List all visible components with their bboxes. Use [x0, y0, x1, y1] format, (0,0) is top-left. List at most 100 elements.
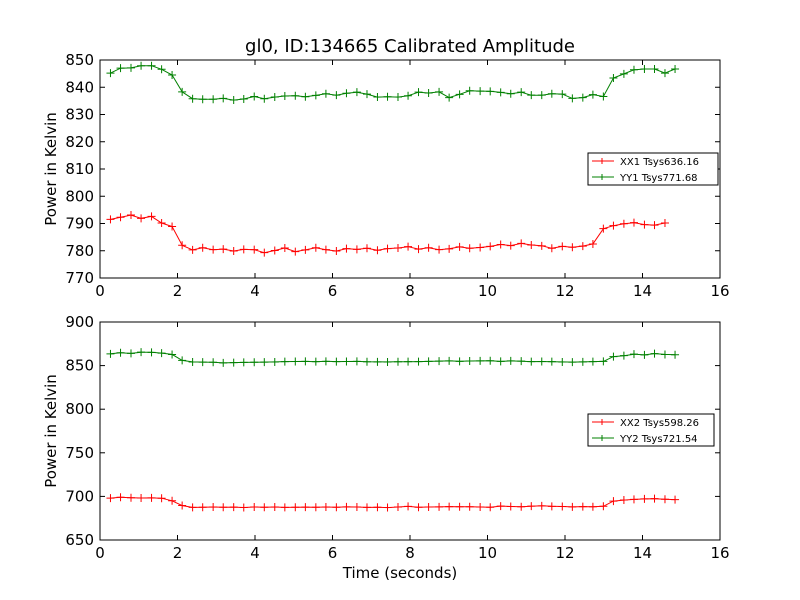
data-point [301, 503, 310, 512]
data-point [547, 357, 556, 366]
data-point [342, 244, 351, 253]
x-tick-label: 8 [405, 544, 415, 562]
data-point [414, 357, 423, 366]
data-point [188, 357, 197, 366]
data-point [157, 349, 166, 358]
data-point [629, 495, 638, 504]
data-point [445, 356, 454, 365]
data-point [106, 349, 115, 358]
x-tick-label: 2 [173, 282, 183, 300]
data-point [393, 93, 402, 102]
data-point [435, 357, 444, 366]
data-point [640, 64, 649, 73]
legend-label: YY2 Tsys721.54 [619, 434, 698, 445]
x-tick-label: 16 [710, 282, 729, 300]
data-point [558, 357, 567, 366]
data-point [209, 502, 218, 511]
data-point [660, 350, 669, 359]
data-point [332, 247, 341, 256]
data-point [229, 96, 238, 105]
data-point [291, 503, 300, 512]
data-point [291, 357, 300, 366]
data-point [291, 247, 300, 256]
data-point [424, 88, 433, 97]
data-point [414, 88, 423, 97]
data-point [373, 503, 382, 512]
data-point [588, 239, 597, 248]
data-point [496, 240, 505, 249]
data-point [178, 241, 187, 250]
data-point [404, 91, 413, 100]
data-point [558, 242, 567, 251]
data-point [198, 243, 207, 252]
data-point [629, 218, 638, 227]
data-point [260, 503, 269, 512]
data-point [547, 502, 556, 511]
data-point [168, 350, 177, 359]
data-point [373, 357, 382, 366]
data-point [168, 70, 177, 79]
data-point [455, 357, 464, 366]
data-point [455, 90, 464, 99]
data-point [393, 244, 402, 253]
data-point [404, 357, 413, 366]
data-point [527, 241, 536, 250]
y-tick-label: 790 [65, 215, 94, 233]
data-point [383, 244, 392, 253]
legend-marker [599, 174, 605, 180]
y-tick-label: 900 [65, 313, 94, 331]
data-point [147, 212, 156, 221]
data-point [517, 502, 526, 511]
data-point [486, 503, 495, 512]
data-point [629, 350, 638, 359]
data-point [547, 89, 556, 98]
data-point [599, 357, 608, 366]
data-point [640, 350, 649, 359]
x-tick-label: 6 [328, 544, 338, 562]
x-tick-label: 16 [710, 544, 729, 562]
series-xx1 [106, 211, 669, 257]
data-point [280, 244, 289, 253]
data-point [362, 503, 371, 512]
data-point [383, 503, 392, 512]
data-point [116, 348, 125, 357]
legend-label: YY1 Tsys771.68 [619, 173, 698, 184]
data-point [383, 357, 392, 366]
data-point [476, 356, 485, 365]
data-point [178, 87, 187, 96]
data-point [352, 502, 361, 511]
data-point [465, 356, 474, 365]
data-point [321, 503, 330, 512]
data-point [239, 94, 248, 103]
data-point [619, 69, 628, 78]
data-point [239, 503, 248, 512]
data-point [445, 502, 454, 511]
legend: XX2 Tsys598.26 YY2 Tsys721.54 [587, 413, 715, 447]
data-point [578, 242, 587, 251]
data-point [219, 245, 228, 254]
data-point [188, 503, 197, 512]
data-point [280, 91, 289, 100]
y-tick-label: 700 [65, 487, 94, 505]
y-tick-label: 850 [65, 357, 94, 375]
data-point [147, 61, 156, 70]
data-point [619, 219, 628, 228]
data-point [127, 349, 135, 358]
data-point [280, 357, 289, 366]
data-point [568, 94, 577, 103]
data-point [116, 64, 125, 73]
data-point [239, 358, 248, 367]
data-point [640, 220, 649, 229]
data-point [116, 213, 125, 222]
data-point [588, 357, 597, 366]
data-point [137, 348, 146, 357]
data-point [578, 357, 587, 366]
legend-marker [599, 419, 605, 425]
data-point [671, 350, 680, 359]
data-point [465, 244, 474, 253]
data-point [660, 495, 669, 504]
plot-frame [99, 59, 721, 279]
data-point [250, 245, 259, 254]
